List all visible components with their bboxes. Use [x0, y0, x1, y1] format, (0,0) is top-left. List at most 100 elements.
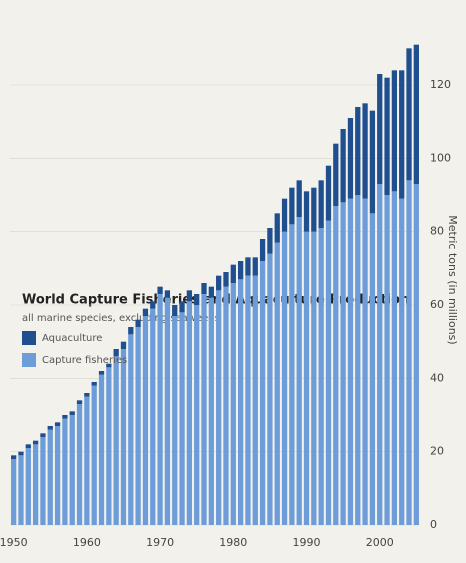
bar-segment — [120, 341, 127, 349]
bar-segment — [62, 418, 68, 525]
bar-segment — [98, 374, 105, 525]
bar-segment — [186, 301, 193, 525]
bar-segment — [347, 118, 354, 199]
bar-segment — [194, 305, 200, 525]
bar-segment — [355, 195, 361, 525]
bar-segment — [18, 451, 24, 456]
bar-segment — [296, 180, 302, 217]
bar-segment — [91, 382, 97, 386]
bar-segment — [201, 283, 207, 294]
bar-segment — [47, 429, 53, 525]
legend-swatch — [22, 331, 36, 345]
bar-segment — [230, 264, 236, 283]
bar-segment — [62, 415, 68, 419]
bar-segment — [128, 334, 134, 525]
bar-segment — [237, 279, 244, 525]
y-tick-label: 80 — [430, 225, 444, 238]
bar-segment — [347, 198, 354, 525]
bar-segment — [311, 231, 317, 525]
bar-segment — [413, 184, 419, 525]
bar-segment — [142, 316, 149, 525]
bar-segment — [69, 415, 75, 525]
bar-segment — [172, 305, 178, 316]
bar-segment — [311, 187, 317, 232]
bar-segment — [413, 44, 419, 184]
bar-segment — [406, 48, 412, 181]
bar-segment — [150, 301, 156, 309]
bar-segment — [384, 77, 390, 195]
bar-segment — [84, 396, 90, 525]
bar-segment — [333, 143, 339, 206]
y-tick-label: 0 — [430, 518, 437, 531]
bar-segment — [142, 308, 149, 316]
bar-segment — [318, 180, 324, 228]
bar-segment — [11, 459, 17, 525]
bar-segment — [208, 286, 214, 298]
bar-segment — [84, 393, 90, 397]
y-tick-label: 20 — [430, 445, 444, 458]
legend-swatch — [22, 353, 36, 367]
bar-segment — [11, 455, 17, 459]
bar-segment — [259, 239, 266, 261]
bar-segment — [406, 180, 412, 526]
bar-segment — [369, 110, 376, 214]
legend-label: Aquaculture — [42, 333, 102, 344]
bar-segment — [54, 426, 61, 525]
bar-segment — [399, 70, 405, 199]
bar-segment — [157, 294, 163, 525]
bar-segment — [281, 198, 288, 232]
bar-segment — [76, 400, 83, 404]
bar-segment — [281, 231, 288, 525]
bar-segment — [179, 312, 185, 525]
bar-segment — [377, 184, 383, 525]
bar-segment — [216, 275, 222, 291]
bar-segment — [340, 129, 346, 203]
bar-segment — [113, 349, 119, 357]
bar-segment — [245, 257, 251, 276]
bar-segment — [237, 261, 244, 280]
bar-segment — [69, 411, 75, 415]
bar-segment — [216, 290, 222, 525]
bar-segment — [318, 228, 324, 525]
bar-segment — [223, 272, 229, 287]
chart-subtitle: all marine species, excluding seaweeds — [22, 313, 220, 324]
bar-segment — [223, 286, 229, 525]
bar-segment — [91, 385, 97, 525]
bar-segment — [289, 224, 295, 526]
y-tick-label: 60 — [430, 298, 444, 311]
bar-segment — [172, 316, 178, 525]
y-tick-label: 40 — [430, 371, 444, 384]
bar-segment — [355, 107, 361, 195]
bar-segment — [252, 275, 258, 525]
bar-segment — [135, 319, 141, 327]
bar-segment — [230, 283, 236, 525]
bar-segment — [76, 404, 83, 525]
x-tick-label: 1980 — [219, 536, 247, 549]
bar-segment — [208, 297, 214, 525]
bar-segment — [201, 294, 207, 525]
bar-segment — [369, 213, 376, 526]
bar-segment — [40, 437, 46, 525]
bar-segment — [54, 422, 61, 426]
bar-segment — [25, 444, 31, 448]
x-tick-label: 2000 — [366, 536, 394, 549]
bar-segment — [274, 213, 280, 243]
bar-segment — [128, 327, 134, 335]
x-tick-label: 1960 — [73, 536, 101, 549]
bar-segment — [18, 455, 24, 525]
bar-segment — [194, 294, 200, 305]
bar-segment — [106, 367, 112, 525]
bar-segment — [157, 286, 163, 294]
y-axis-label: Metric tons (in millions) — [446, 215, 459, 344]
bar-segment — [399, 198, 405, 525]
legend-label: Capture fisheries — [42, 355, 127, 366]
bar-segment — [32, 440, 39, 445]
bar-segment — [25, 448, 31, 525]
bar-segment — [120, 349, 127, 525]
bar-segment — [384, 195, 390, 525]
bar-segment — [32, 444, 39, 525]
x-tick-label: 1990 — [293, 536, 321, 549]
bar-segment — [135, 327, 141, 525]
bar-segment — [179, 301, 185, 313]
